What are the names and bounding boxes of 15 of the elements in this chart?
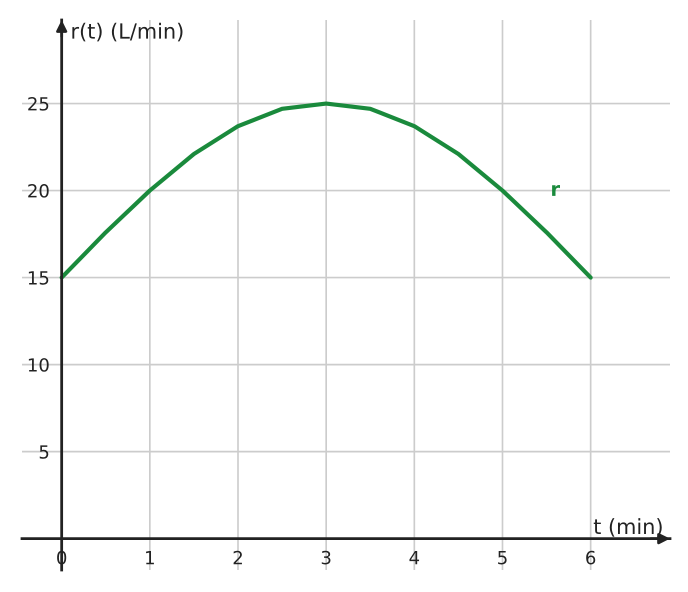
x-tick-label: 1	[146, 551, 154, 564]
series-label: r	[552, 185, 560, 196]
y-tick-label: 25	[28, 97, 48, 111]
x-tick-label: 2	[234, 550, 242, 564]
y-tick-label: 10	[28, 358, 49, 372]
x-tick-label: 3	[322, 550, 330, 564]
x-tick-label: 4	[409, 551, 420, 564]
x-tick-label: 5	[498, 551, 507, 564]
x-axis-title: t (min)	[594, 518, 662, 537]
y-tick-label: 15	[28, 271, 48, 285]
y-tick-label: 5	[40, 445, 48, 459]
y-axis-title: r(t) (L/min)	[72, 22, 182, 42]
line-series	[60, 101, 593, 280]
y-tick-label: 20	[28, 184, 49, 198]
x-tick-label: 6	[586, 550, 596, 564]
